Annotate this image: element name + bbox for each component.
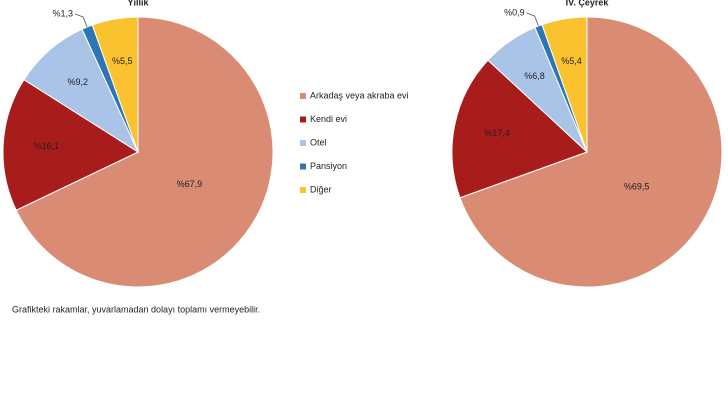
- slice-label: %1,3: [53, 8, 74, 18]
- legend-label: Diğer: [310, 184, 332, 194]
- legend-swatch: [300, 187, 306, 193]
- legend-swatch: [300, 93, 306, 99]
- slice-label: %9,2: [67, 77, 88, 87]
- pie-slice: [541, 16, 588, 153]
- pie-slice: [451, 59, 588, 199]
- pie-slice: [15, 16, 274, 288]
- slice-label: %67,9: [177, 179, 203, 189]
- pie-slice: [459, 16, 723, 288]
- slice-label: %6,8: [524, 71, 545, 81]
- slice-label: %69,5: [624, 181, 650, 191]
- leader-line: [526, 12, 539, 27]
- legend-label: Pansiyon: [310, 161, 347, 171]
- pie-title: IV. Çeyrek: [566, 0, 610, 7]
- slice-label: %5,4: [561, 56, 582, 66]
- legend-label: Arkadaş veya akraba evi: [310, 90, 409, 100]
- leader-line: [74, 13, 88, 28]
- pie-slice: [91, 16, 139, 153]
- slice-label: %0,9: [504, 7, 525, 17]
- pie-slice: [23, 28, 140, 154]
- legend-label: Kendi evi: [310, 114, 347, 124]
- pie-title: Yıllık: [127, 0, 149, 7]
- legend-swatch: [300, 163, 306, 170]
- pie-slice: [2, 78, 140, 211]
- legend-swatch: [300, 116, 306, 123]
- slice-label: %5,5: [112, 56, 133, 66]
- legend-label: Otel: [310, 137, 327, 147]
- legend-swatch: [300, 140, 306, 146]
- slice-label: %16,1: [34, 141, 60, 151]
- slice-label: %17,4: [484, 128, 510, 138]
- footnote: Grafikteki rakamlar, yuvarlamadan dolayı…: [12, 304, 260, 314]
